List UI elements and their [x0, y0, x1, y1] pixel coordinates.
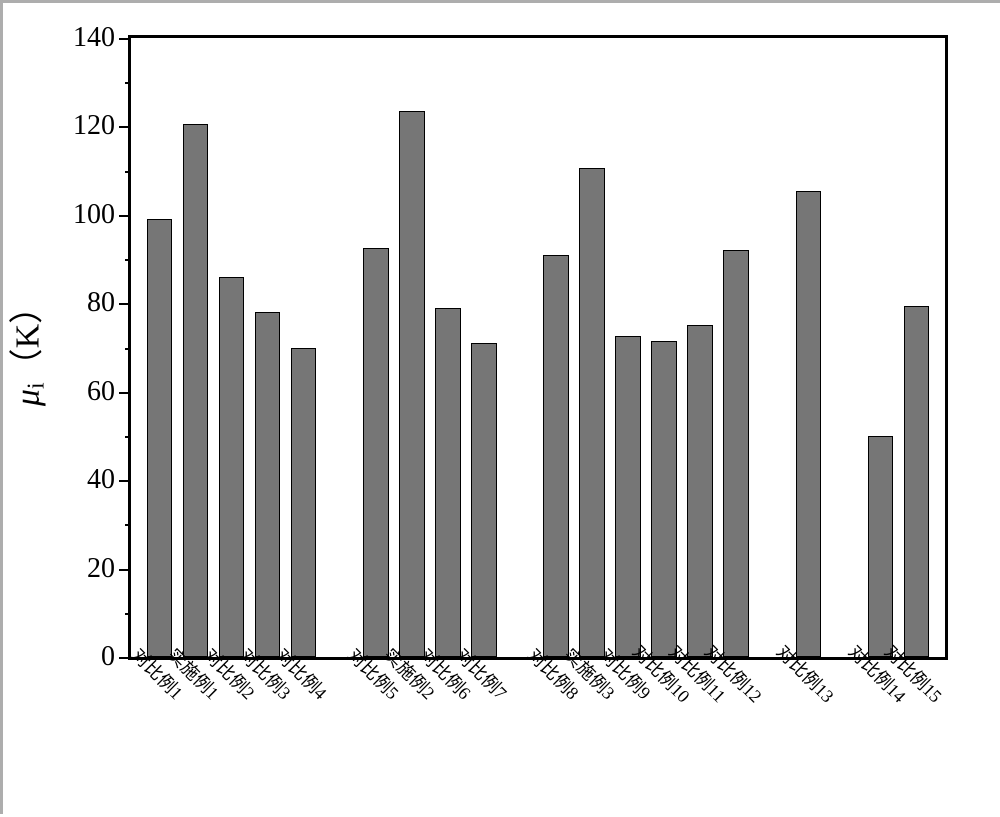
y-tick-label: 140 — [73, 22, 115, 54]
bar — [183, 124, 208, 657]
bar — [651, 341, 676, 657]
bar — [615, 336, 640, 657]
bar-chart: μi（K） 020406080100120140对比例1实施例1对比例2对比例3… — [3, 3, 1000, 817]
y-tick-label: 60 — [87, 376, 115, 408]
bar — [796, 191, 821, 657]
bar — [723, 250, 748, 657]
bar — [471, 343, 496, 657]
y-tick-minor — [125, 82, 131, 84]
bar — [579, 168, 604, 657]
y-tick-minor — [125, 436, 131, 438]
y-tick — [119, 303, 129, 305]
y-tick-minor — [125, 348, 131, 350]
y-tick-label: 100 — [73, 199, 115, 231]
image-frame: μi（K） 020406080100120140对比例1实施例1对比例2对比例3… — [0, 0, 1000, 814]
y-tick-label: 120 — [73, 110, 115, 142]
y-tick-label: 80 — [87, 287, 115, 319]
y-tick-minor — [125, 524, 131, 526]
y-tick — [119, 215, 129, 217]
plot-area: 020406080100120140对比例1实施例1对比例2对比例3对比例4对比… — [128, 35, 948, 660]
y-axis-title: μi（K） — [0, 290, 50, 406]
bar — [435, 308, 460, 657]
bar — [219, 277, 244, 657]
y-tick-minor — [125, 171, 131, 173]
y-tick — [119, 480, 129, 482]
bar — [543, 255, 568, 657]
y-tick-label: 40 — [87, 464, 115, 496]
bar — [904, 306, 929, 658]
y-tick — [119, 569, 129, 571]
y-tick-minor — [125, 613, 131, 615]
bar — [687, 325, 712, 657]
bar — [147, 219, 172, 657]
y-tick-label: 0 — [101, 641, 115, 673]
y-tick — [119, 392, 129, 394]
bar — [291, 348, 316, 658]
bar — [255, 312, 280, 657]
y-tick-label: 20 — [87, 553, 115, 585]
bar — [868, 436, 893, 657]
bar — [363, 248, 388, 657]
bar — [399, 111, 424, 657]
y-tick — [119, 126, 129, 128]
y-tick-minor — [125, 259, 131, 261]
y-tick — [119, 38, 129, 40]
